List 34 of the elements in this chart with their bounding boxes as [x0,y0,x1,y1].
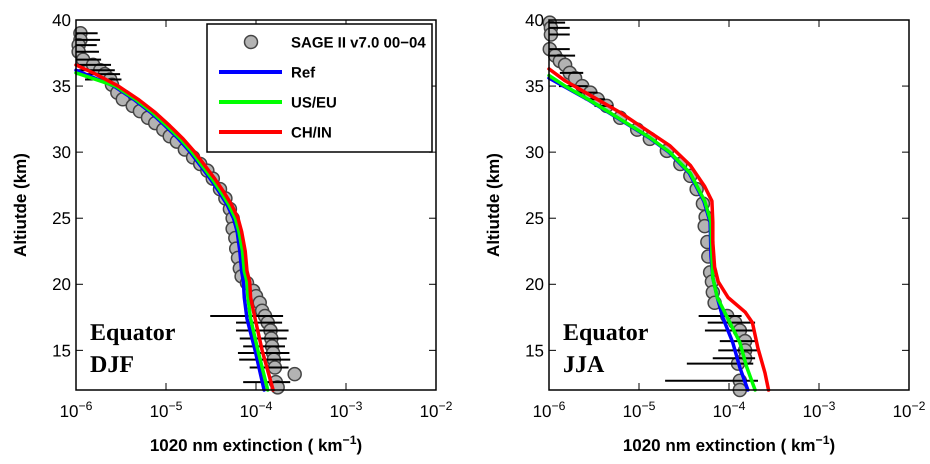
annotation: Equator [563,320,649,346]
legend-label: SAGE II v7.0 00−04 [291,34,426,52]
x-tick-label: 10$^{−5}$ [150,399,183,421]
x-axis-title: 1020 nm extinction ( km$^{−1}$) [622,433,836,455]
x-tick-label: 10$^{−4}$ [240,399,273,421]
y-tick-label: 30 [525,143,544,162]
y-axis-title: Altiutde (km) [484,153,503,257]
y-tick-label: 20 [52,275,71,294]
y-axis-title: Altiutde (km) [11,153,30,257]
y-tick-label: 40 [525,10,544,30]
y-tick-label: 25 [525,209,544,228]
x-tick-label: 10$^{−6}$ [60,399,93,421]
annotation: DJF [90,352,134,378]
y-tick-label: 25 [52,209,71,228]
legend-label: Ref [291,64,316,82]
annotation: Equator [90,320,176,346]
x-axis-title: 1020 nm extinction ( km$^{−1}$) [150,433,362,455]
y-tick-label: 40 [52,10,71,30]
x-tick-label: 10$^{−4}$ [712,399,746,421]
legend-label: CH/IN [291,124,332,142]
y-tick-label: 15 [525,341,544,360]
y-tick-label: 15 [52,341,71,360]
x-tick-label: 10$^{−5}$ [622,399,656,421]
x-tick-label: 10$^{−2}$ [892,399,926,421]
legend-label: US/EU [291,94,337,112]
y-tick-label: 35 [52,77,71,96]
y-tick-label: 30 [52,143,71,162]
y-tick-label: 20 [525,275,544,294]
y-tick-label: 35 [525,77,544,96]
x-tick-label: 10$^{−3}$ [330,399,363,421]
x-tick-label: 10$^{−6}$ [532,399,566,421]
annotation: JJA [563,352,605,378]
x-tick-label: 10$^{−2}$ [420,399,453,421]
x-tick-label: 10$^{−3}$ [802,399,836,421]
